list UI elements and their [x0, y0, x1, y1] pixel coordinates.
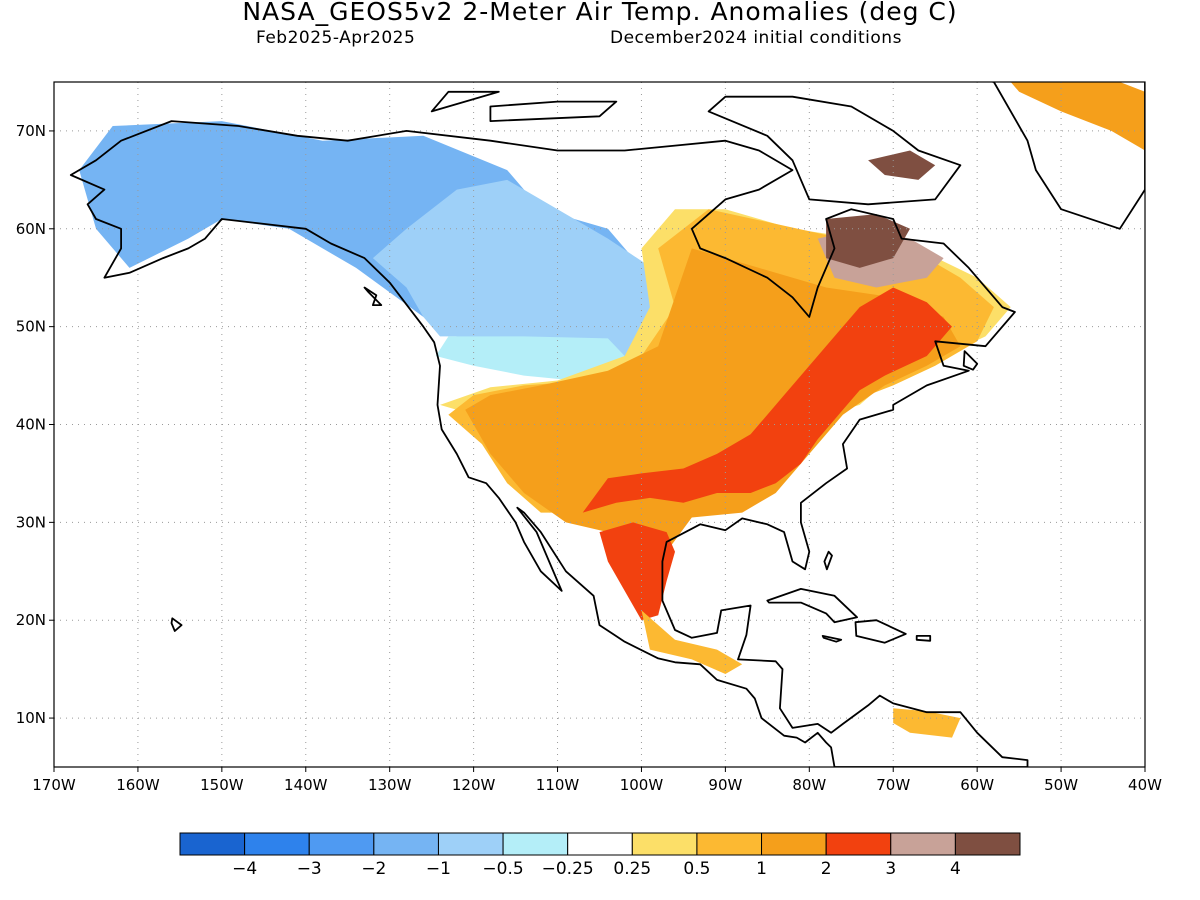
coastline-7 [821, 635, 843, 643]
colorbar-label: 4 [950, 859, 961, 879]
colorbar-swatch [631, 832, 698, 856]
forecast-period: Feb2025-Apr2025 [256, 28, 416, 48]
lon-tick-label: 90W [708, 776, 742, 794]
colorbar-swatch [308, 832, 375, 856]
lon-tick-label: 140W [284, 776, 328, 794]
lon-tick-label: 120W [452, 776, 496, 794]
colorbar: −4 −3 −2 −1 −0.5 −0.25 0.25 0.5 1 2 3 4 [179, 832, 1021, 879]
lat-tick-label: 70N [16, 122, 46, 140]
anomaly-region-5 [465, 248, 961, 552]
anomaly-region-12 [641, 610, 743, 674]
coastline-1 [707, 95, 962, 206]
coastline-3 [430, 90, 500, 113]
initial-conditions: December2024 initial conditions [610, 28, 902, 48]
anomaly-shading [79, 82, 1145, 738]
lon-tick-label: 130W [368, 776, 412, 794]
colorbar-swatch [696, 832, 763, 856]
lon-tick-label: 60W [960, 776, 994, 794]
coastline-12 [363, 286, 383, 307]
lat-tick-label: 10N [16, 709, 46, 727]
lon-tick-label: 170W [32, 776, 76, 794]
lon-tick-label: 100W [620, 776, 664, 794]
colorbar-label: −0.25 [542, 859, 594, 879]
colorbar-swatch [567, 832, 633, 856]
colorbar-swatch [890, 832, 956, 856]
colorbar-label: −3 [297, 859, 322, 879]
map-plot-area [54, 82, 1145, 767]
anomaly-region-13 [893, 708, 961, 738]
anomaly-region-2 [435, 336, 625, 381]
colorbar-label: 3 [885, 859, 896, 879]
coastline-8 [915, 635, 932, 642]
colorbar-label: 1 [756, 859, 767, 879]
colorbar-swatch [437, 832, 504, 856]
longitude-axis: 170W 160W 150W 140W 130W 120W 110W 100W 90W 80W 70… [32, 767, 1162, 794]
coastline-11 [823, 550, 833, 571]
colorbar-swatch [179, 832, 246, 856]
colorbar-swatch [502, 832, 569, 856]
coastline-10 [170, 617, 183, 632]
colorbar-label: 0.5 [683, 859, 710, 879]
lon-tick-label: 50W [1044, 776, 1078, 794]
gridlines [54, 82, 1145, 767]
map-title: NASA_GEOS5v2 2-Meter Air Temp. Anomalies… [242, 0, 958, 26]
coastlines [69, 82, 1145, 767]
colorbar-label: −0.5 [482, 859, 523, 879]
anomaly-region-9 [826, 214, 910, 268]
anomaly-region-11 [1010, 82, 1145, 151]
coastline-5 [766, 588, 858, 624]
anomaly-region-6 [582, 287, 952, 513]
lat-tick-label: 60N [16, 220, 46, 238]
colorbar-label: −1 [426, 859, 451, 879]
colorbar-label: −2 [361, 859, 386, 879]
anomaly-region-7 [599, 522, 675, 621]
coastline-6 [854, 619, 907, 644]
colorbar-swatch [825, 832, 892, 856]
colorbar-label: 0.25 [613, 859, 651, 879]
lat-tick-label: 50N [16, 318, 46, 336]
coastline-0 [69, 120, 1029, 767]
lon-tick-label: 150W [200, 776, 244, 794]
anomaly-region-10 [868, 150, 936, 180]
lat-tick-label: 40N [16, 416, 46, 434]
lon-tick-label: 40W [1128, 776, 1162, 794]
colorbar-swatch [761, 832, 827, 856]
colorbar-swatch [954, 832, 1021, 856]
colorbar-label: −4 [232, 859, 257, 879]
colorbar-label: 2 [821, 859, 832, 879]
coastline-2 [489, 100, 618, 122]
lon-tick-label: 80W [792, 776, 826, 794]
anomaly-region-1 [372, 179, 675, 361]
colorbar-swatch [244, 832, 310, 856]
lat-tick-label: 30N [16, 513, 46, 531]
coastline-9 [962, 350, 979, 371]
lon-tick-label: 110W [536, 776, 580, 794]
coastline-4 [989, 82, 1145, 230]
lon-tick-label: 160W [116, 776, 160, 794]
lon-tick-label: 70W [876, 776, 910, 794]
lat-tick-label: 20N [16, 611, 46, 629]
colorbar-swatch [373, 832, 439, 856]
latitude-axis: 10N 20N 30N 40N 50N 60N 70N [16, 122, 54, 727]
